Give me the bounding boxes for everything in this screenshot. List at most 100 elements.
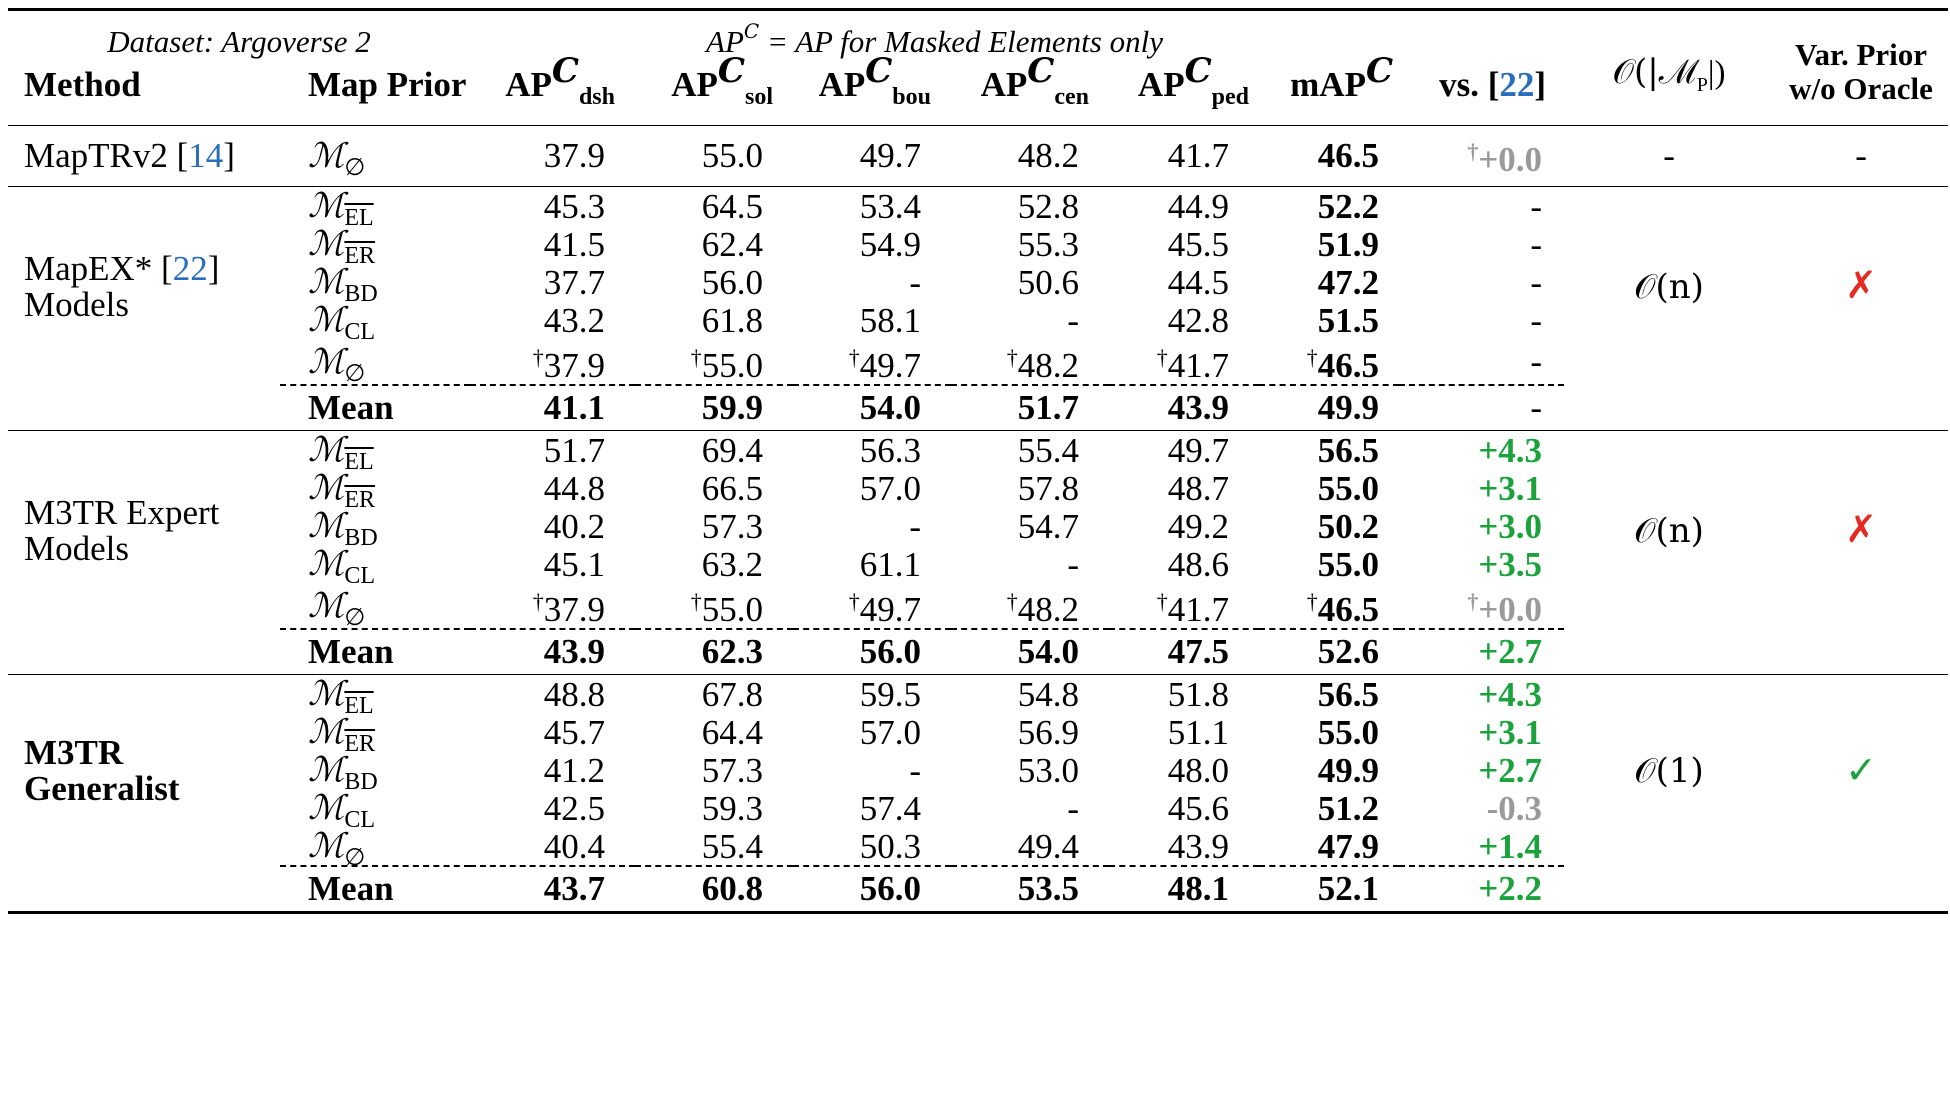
ap-sol-value: 62.4 bbox=[701, 224, 763, 264]
map-prior: ℳEL bbox=[280, 674, 470, 718]
var-prior-header: Var. Prior w/o Oracle bbox=[1774, 8, 1949, 126]
vs-value: †+0.0 bbox=[1467, 589, 1543, 629]
vs-value: +3.0 bbox=[1478, 506, 1543, 546]
ap-cen-value: †48.2 bbox=[1006, 345, 1079, 385]
mean-ap-sol: 62.3 bbox=[635, 628, 793, 675]
ap-sol-value: 64.4 bbox=[701, 712, 763, 752]
ap-ped-header: APCped bbox=[1137, 51, 1249, 110]
ap-cen-value: 49.4 bbox=[1017, 826, 1079, 866]
m3tr-generalist-row: ℳ∅ 40.4 55.4 50.3 49.4 43.9 47.9 +1.4 bbox=[8, 826, 1948, 871]
mean-ap-sol: 60.8 bbox=[635, 865, 793, 914]
vs-value: +3.5 bbox=[1478, 544, 1543, 584]
mapex-mean-row: Mean 41.1 59.9 54.0 51.7 43.9 49.9- bbox=[8, 384, 1948, 431]
m3tr-generalist-mean-row: Mean 43.7 60.8 56.0 53.5 48.1 52.1 +2.2 bbox=[8, 865, 1948, 914]
ap-ped-value: 44.9 bbox=[1109, 186, 1259, 225]
map-value: 55.0 bbox=[1317, 712, 1380, 752]
mean-map: 52.6 bbox=[1259, 628, 1400, 675]
vs-value: +2.7 bbox=[1478, 750, 1543, 790]
mean-ap-dsh: 43.7 bbox=[470, 865, 635, 914]
map-value: 50.2 bbox=[1317, 506, 1380, 546]
baseline-ap-cen: 48.2 bbox=[951, 125, 1109, 187]
ap-bou-value: 50.3 bbox=[859, 826, 921, 866]
m3tr-expert-cross-icon: ✗ bbox=[1774, 430, 1949, 675]
ap-sol-value: 59.3 bbox=[701, 788, 763, 828]
m3tr-expert-mean-row: Mean 43.9 62.3 56.0 54.0 47.5 52.6 +2.7 bbox=[8, 628, 1948, 675]
ap-ped-value: 45.6 bbox=[1167, 788, 1229, 828]
mean-ap-dsh: 41.1 bbox=[470, 384, 635, 431]
mean-map: 52.1 bbox=[1259, 865, 1400, 914]
mean-ap-sol: 59.9 bbox=[635, 384, 793, 431]
m3tr-generalist-row: M3TR Generalist ℳEL 48.8 67.8 59.5 54.8 51.8 56.… bbox=[8, 674, 1949, 913]
ap-dsh-value: 45.7 bbox=[543, 712, 605, 752]
map-value: 51.5 bbox=[1317, 300, 1380, 340]
ap-bou-value: 53.4 bbox=[793, 186, 951, 225]
ap-dsh-value: 41.5 bbox=[543, 224, 605, 264]
mapex-row: ℳCL 43.2 61.8 58.1 - 42.8 51.5 - bbox=[8, 300, 1948, 345]
map-value: 55.0 bbox=[1317, 468, 1380, 508]
m3tr-expert-complexity: 𝒪(n) bbox=[1564, 430, 1775, 675]
ap-ped-value: 48.0 bbox=[1167, 750, 1229, 790]
ap-bou-value: 54.9 bbox=[859, 224, 921, 264]
m3tr-expert-row: ℳBD 40.2 57.3 - 54.7 49.2 50.2 +3.0 bbox=[8, 506, 1948, 551]
ap-bou-value: 61.1 bbox=[859, 544, 921, 584]
ap-dsh-value: 41.2 bbox=[543, 750, 605, 790]
ap-dsh-value: 43.2 bbox=[543, 300, 605, 340]
m3tr-generalist-complexity: 𝒪(1) bbox=[1564, 674, 1775, 913]
vs-value: - bbox=[1399, 186, 1565, 225]
mean-vs: +2.7 bbox=[1399, 628, 1565, 675]
baseline-method: MapTRv2 [14] bbox=[8, 125, 280, 187]
mean-ap-cen: 53.5 bbox=[951, 865, 1109, 914]
baseline-vs: †+0.0 bbox=[1399, 125, 1565, 187]
ap-sol-value: 57.3 bbox=[701, 506, 763, 546]
ap-ped-value: 49.7 bbox=[1109, 430, 1259, 469]
map-prior: ℳBD bbox=[308, 262, 378, 307]
ap-sol-value: 67.8 bbox=[635, 674, 793, 713]
mean-ap-ped: 48.1 bbox=[1109, 865, 1259, 914]
map-value: †46.5 bbox=[1306, 345, 1380, 385]
m3tr-generalist-label: M3TR Generalist bbox=[8, 674, 280, 913]
ap-bou-value: 59.5 bbox=[793, 674, 951, 713]
m3tr-expert-row: ℳ∅ †37.9 †55.0 †49.7 †48.2 †41.7 †46.5 †+0.0 bbox=[8, 583, 1948, 630]
ap-ped-value: †41.7 bbox=[1156, 345, 1229, 385]
baseline-ap-bou: 49.7 bbox=[793, 125, 951, 187]
ap-dsh-value: 51.7 bbox=[470, 430, 635, 469]
map-prior: ℳCL bbox=[308, 788, 376, 833]
ap-sol-value: 57.3 bbox=[701, 750, 763, 790]
map-prior: ℳER bbox=[308, 224, 376, 269]
map-prior: ℳ∅ bbox=[308, 341, 366, 387]
m3tr-generalist-row: ℳBD 41.2 57.3 - 53.0 48.0 49.9 +2.7 bbox=[8, 750, 1948, 795]
vs-value: +3.1 bbox=[1478, 468, 1543, 508]
ap-ped-value: 49.2 bbox=[1167, 506, 1229, 546]
baseline-row: MapTRv2 [14] ℳ∅ 37.9 55.0 49.7 48.2 41.7… bbox=[8, 125, 1949, 187]
ap-sol-value: 64.5 bbox=[635, 186, 793, 225]
ap-bou-value: - bbox=[909, 506, 921, 546]
m3tr-generalist-row: ℳCL 42.5 59.3 57.4 - 45.6 51.2 -0.3 bbox=[8, 788, 1948, 833]
ap-sol-value: 69.4 bbox=[635, 430, 793, 469]
ap-dsh-value: 45.1 bbox=[543, 544, 605, 584]
ap-cen-value: 53.0 bbox=[1017, 750, 1079, 790]
mean-ap-bou: 54.0 bbox=[793, 384, 951, 431]
ap-cen-value: - bbox=[1067, 788, 1079, 828]
map-prior: ℳCL bbox=[308, 300, 376, 345]
ap-cen-value: - bbox=[1067, 544, 1079, 584]
metric-note: APC = AP for Masked Elements only bbox=[470, 8, 1400, 65]
ap-cen-value: 55.3 bbox=[1017, 224, 1079, 264]
vs-value: - bbox=[1530, 342, 1543, 381]
ap-cen-value: 56.9 bbox=[1017, 712, 1079, 752]
map-prior: ℳBD bbox=[308, 506, 378, 551]
mean-ap-ped: 43.9 bbox=[1109, 384, 1259, 431]
map-prior: ℳEL bbox=[280, 430, 470, 474]
mean-ap-dsh: 43.9 bbox=[470, 628, 635, 675]
vs-value: -0.3 bbox=[1486, 788, 1543, 828]
ap-dsh-value: 40.4 bbox=[543, 826, 605, 866]
mapex-label: MapEX* [22] Models bbox=[8, 186, 280, 431]
vs-value: +1.4 bbox=[1478, 826, 1543, 866]
m3tr-expert-row: M3TR Expert Models ℳEL 51.7 69.4 56.3 55.4 49.7… bbox=[8, 430, 1949, 675]
ap-cen-value: 52.8 bbox=[951, 186, 1109, 225]
mean-vs: +2.2 bbox=[1399, 865, 1565, 914]
ap-sol-value: 61.8 bbox=[701, 300, 763, 340]
ap-dsh-value: 37.7 bbox=[543, 262, 605, 302]
ap-ped-value: 48.6 bbox=[1167, 544, 1229, 584]
m3tr-expert-row: ℳCL 45.1 63.2 61.1 - 48.6 55.0 +3.5 bbox=[8, 544, 1948, 589]
